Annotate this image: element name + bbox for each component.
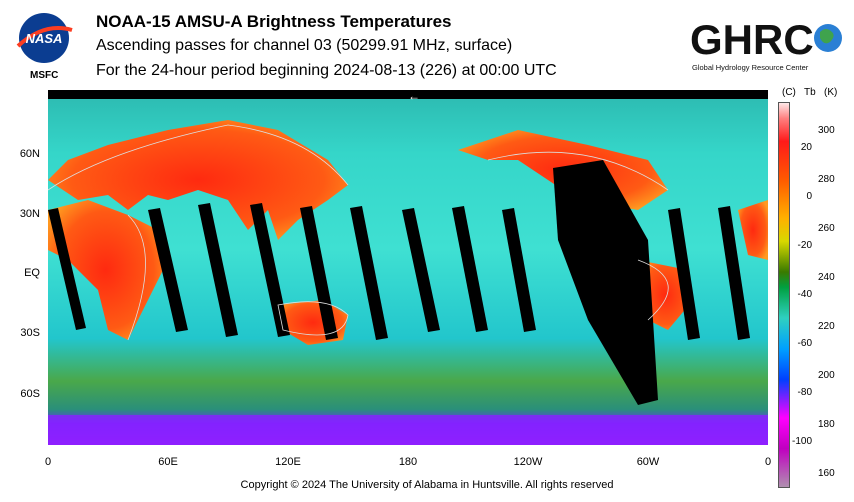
swath-gap	[198, 203, 238, 337]
copyright-footer: Copyright © 2024 The University of Alaba…	[240, 479, 614, 491]
eurasia-land	[48, 120, 348, 240]
africa-land	[48, 200, 163, 340]
swath-gap	[250, 203, 290, 337]
colorbar-tick-c-minus100: -100	[791, 436, 812, 447]
colorbar-tick-k-180: 180	[818, 419, 835, 430]
ghrc-caption: Global Hydrology Resource Center	[692, 63, 809, 72]
colorbar-tick-c-minus20: -20	[797, 240, 812, 251]
swath-gap	[452, 206, 488, 332]
lon-label-0: 0	[44, 456, 52, 468]
colorbar-header-k: (K)	[824, 87, 838, 98]
date-line-marker: ←	[408, 89, 420, 103]
colorbar-tick-k-280: 280	[818, 174, 835, 185]
ghrc-logo-text: GHRC	[690, 16, 814, 63]
swath-gap	[402, 208, 440, 332]
colorbar-tick-c-0: 0	[806, 191, 812, 202]
brightness-temperature-map	[48, 90, 768, 445]
msfc-label: MSFC	[30, 70, 59, 81]
colorbar-tick-k-220: 220	[818, 321, 835, 332]
lon-label-120w: 120W	[513, 456, 543, 468]
swath-gap	[148, 208, 188, 332]
lon-label-60e: 60E	[158, 456, 178, 468]
swath-gap	[502, 208, 536, 332]
lon-label-180: 180	[398, 456, 418, 468]
iberia-west-africa-land	[738, 200, 768, 260]
subtitle-period: For the 24-hour period beginning 2024-08…	[96, 62, 557, 79]
colorbar-tick-k-200: 200	[818, 370, 835, 381]
lat-label-60s: 60S	[20, 388, 40, 400]
lat-label-30s: 30S	[20, 327, 40, 339]
colorbar-tick-k-300: 300	[818, 125, 835, 136]
swath-gap	[718, 206, 750, 340]
subtitle-channel: Ascending passes for channel 03 (50299.9…	[96, 37, 513, 54]
colorbar-tick-c-minus40: -40	[797, 289, 812, 300]
lon-label-0-east: 0	[764, 456, 772, 468]
swath-gap	[300, 206, 338, 340]
lat-label-eq: EQ	[24, 267, 40, 279]
colorbar-header-tb: Tb	[804, 87, 816, 98]
lat-label-60n: 60N	[19, 148, 40, 160]
lon-label-120e: 120E	[275, 456, 301, 468]
nasa-logo-text: NASA	[26, 31, 63, 46]
page-title: NOAA-15 AMSU-A Brightness Temperatures	[96, 12, 452, 31]
swath-gap	[553, 160, 658, 405]
colorbar-header-c: (C)	[782, 87, 796, 98]
colorbar-tick-k-160: 160	[818, 468, 835, 479]
colorbar-tick-c-minus60: -60	[797, 338, 812, 349]
colorbar-tick-k-260: 260	[818, 223, 835, 234]
colorbar-tick-k-240: 240	[818, 272, 835, 283]
lat-label-30n: 30N	[19, 208, 40, 220]
swath-gap	[350, 206, 388, 340]
colorbar-tick-c-20: 20	[800, 142, 812, 153]
colorbar-tick-c-minus80: -80	[797, 387, 812, 398]
nasa-logo: NASA	[16, 13, 73, 63]
swath-gap	[668, 208, 700, 340]
lon-label-60w: 60W	[636, 456, 660, 468]
ghrc-logo: GHRC Global Hydrology Resource Center	[690, 16, 842, 72]
colorbar	[778, 102, 790, 488]
swath-gap	[48, 208, 86, 330]
